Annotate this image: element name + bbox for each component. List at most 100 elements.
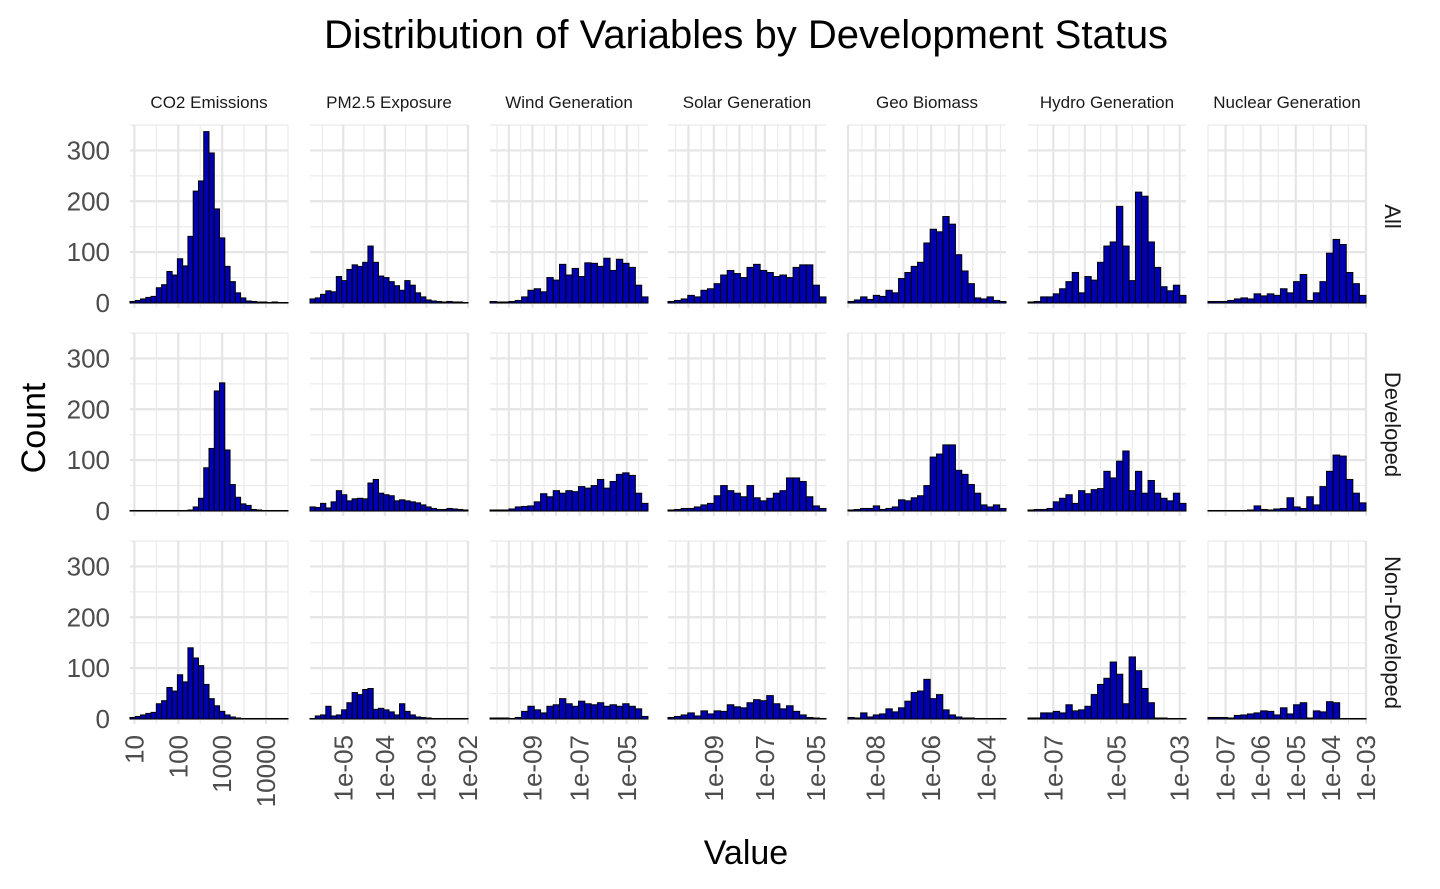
bar-nuclear-generation-all xyxy=(1319,281,1327,304)
panels-group: CO2 Emissions PM2.5 Exposure Wind Generati… xyxy=(67,93,1405,807)
bar-co2-emissions-developed xyxy=(161,509,168,512)
bar-wind-generation-all xyxy=(533,288,542,304)
bar-pm2-5-exposure-developed xyxy=(335,490,343,512)
bar-wind-generation-non-developed xyxy=(628,705,636,720)
strip-label-row-all: All xyxy=(1380,204,1405,228)
bar-hydro-generation-non-developed xyxy=(1084,705,1092,720)
bar-co2-emissions-non-developed xyxy=(282,717,289,720)
bar-hydro-generation-non-developed xyxy=(1033,717,1042,720)
bar-nuclear-generation-developed xyxy=(1299,507,1308,512)
bar-hydro-generation-all xyxy=(1090,279,1099,304)
bar-nuclear-generation-all xyxy=(1260,295,1268,304)
bar-pm2-5-exposure-developed xyxy=(435,508,443,512)
bar-hydro-generation-developed xyxy=(1141,492,1149,512)
bar-hydro-generation-all xyxy=(1166,290,1174,304)
bar-pm2-5-exposure-developed xyxy=(399,499,406,512)
bar-solar-generation-all xyxy=(667,300,676,304)
bar-wind-generation-developed xyxy=(559,492,567,512)
bar-wind-generation-developed xyxy=(603,487,611,512)
x-tick-label-solar-generation: 1e-05 xyxy=(801,735,831,802)
x-tick-label-pm2-5-exposure: 1e-05 xyxy=(328,735,358,802)
bar-wind-generation-developed xyxy=(508,508,516,512)
bar-co2-emissions-developed xyxy=(255,509,263,512)
bar-wind-generation-developed xyxy=(546,496,554,512)
bar-hydro-generation-non-developed xyxy=(1160,717,1168,720)
bar-pm2-5-exposure-non-developed xyxy=(399,703,406,720)
bar-geo-biomass-developed xyxy=(847,509,855,512)
bar-wind-generation-non-developed xyxy=(508,717,516,720)
bar-hydro-generation-all xyxy=(1115,205,1124,304)
x-tick-label-geo-biomass: 1e-06 xyxy=(916,735,946,802)
bar-wind-generation-all xyxy=(521,296,529,304)
bar-geo-biomass-developed xyxy=(961,473,969,512)
bar-pm2-5-exposure-non-developed xyxy=(446,717,453,720)
bar-wind-generation-non-developed xyxy=(565,703,573,720)
bar-nuclear-generation-developed xyxy=(1220,509,1229,512)
bar-geo-biomass-non-developed xyxy=(973,717,982,720)
bar-co2-emissions-all xyxy=(271,301,278,304)
strip-label-solar-generation: Solar Generation xyxy=(683,93,812,112)
bar-geo-biomass-developed xyxy=(954,469,963,512)
bar-co2-emissions-developed xyxy=(203,467,210,512)
bar-wind-generation-all xyxy=(634,284,643,304)
bar-nuclear-generation-non-developed xyxy=(1339,717,1347,720)
bar-pm2-5-exposure-developed xyxy=(377,492,385,512)
x-tick-label-pm2-5-exposure: 1e-02 xyxy=(453,735,483,802)
bar-hydro-generation-all xyxy=(1122,245,1130,304)
bar-pm2-5-exposure-non-developed xyxy=(377,707,385,720)
bar-nuclear-generation-developed xyxy=(1260,508,1268,512)
bar-nuclear-generation-all xyxy=(1312,292,1321,304)
bar-solar-generation-non-developed xyxy=(726,704,735,720)
bar-co2-emissions-all xyxy=(129,300,136,304)
bar-solar-generation-non-developed xyxy=(805,716,814,720)
bar-pm2-5-exposure-non-developed xyxy=(414,716,422,720)
bar-hydro-generation-all xyxy=(1071,271,1080,304)
bar-solar-generation-developed xyxy=(786,477,794,512)
bar-pm2-5-exposure-developed xyxy=(451,508,458,512)
bar-nuclear-generation-non-developed xyxy=(1299,702,1308,720)
bar-pm2-5-exposure-non-developed xyxy=(435,717,443,720)
bar-co2-emissions-all xyxy=(155,287,163,304)
bar-nuclear-generation-non-developed xyxy=(1220,716,1229,720)
bar-wind-generation-developed xyxy=(552,490,561,512)
bar-geo-biomass-developed xyxy=(860,507,868,512)
strip-label-pm2-5-exposure: PM2.5 Exposure xyxy=(326,93,452,112)
y-tick-label: 0 xyxy=(96,496,110,526)
bar-pm2-5-exposure-developed xyxy=(388,495,395,512)
bar-solar-generation-developed xyxy=(720,485,728,512)
x-tick-label-hydro-generation: 1e-03 xyxy=(1165,735,1195,802)
bar-nuclear-generation-all xyxy=(1266,293,1275,304)
bar-pm2-5-exposure-developed xyxy=(425,506,432,512)
bar-wind-generation-all xyxy=(590,262,598,304)
bar-nuclear-generation-developed xyxy=(1273,508,1281,512)
bar-geo-biomass-non-developed xyxy=(879,713,887,720)
x-tick-label-hydro-generation: 1e-07 xyxy=(1038,735,1068,802)
bar-pm2-5-exposure-non-developed xyxy=(383,709,390,720)
bar-geo-biomass-developed xyxy=(973,492,982,512)
bar-nuclear-generation-all xyxy=(1286,292,1295,304)
bar-nuclear-generation-developed xyxy=(1240,509,1248,512)
bar-co2-emissions-all xyxy=(234,292,242,304)
bar-hydro-generation-non-developed xyxy=(1078,709,1086,720)
bar-hydro-generation-non-developed xyxy=(1109,661,1117,720)
bar-co2-emissions-developed xyxy=(150,509,157,512)
bar-co2-emissions-all xyxy=(245,300,252,304)
bar-wind-generation-all xyxy=(527,289,535,304)
bar-geo-biomass-all xyxy=(942,216,950,304)
bar-co2-emissions-all xyxy=(224,265,231,304)
bar-geo-biomass-developed xyxy=(942,444,950,512)
bar-solar-generation-non-developed xyxy=(739,707,748,720)
bar-hydro-generation-all xyxy=(1160,286,1168,304)
bar-nuclear-generation-non-developed xyxy=(1273,714,1281,720)
bar-pm2-5-exposure-all xyxy=(451,301,458,304)
bar-nuclear-generation-non-developed xyxy=(1227,717,1235,720)
bar-geo-biomass-non-developed xyxy=(999,717,1007,720)
strip-label-hydro-generation: Hydro Generation xyxy=(1040,93,1174,112)
bar-co2-emissions-non-developed xyxy=(271,717,278,720)
bar-geo-biomass-non-developed xyxy=(891,711,900,720)
bar-geo-biomass-developed xyxy=(879,508,887,512)
bar-nuclear-generation-non-developed xyxy=(1358,717,1367,720)
bar-wind-generation-non-developed xyxy=(622,703,630,720)
bar-pm2-5-exposure-non-developed xyxy=(420,716,427,720)
bar-pm2-5-exposure-all xyxy=(462,301,469,304)
